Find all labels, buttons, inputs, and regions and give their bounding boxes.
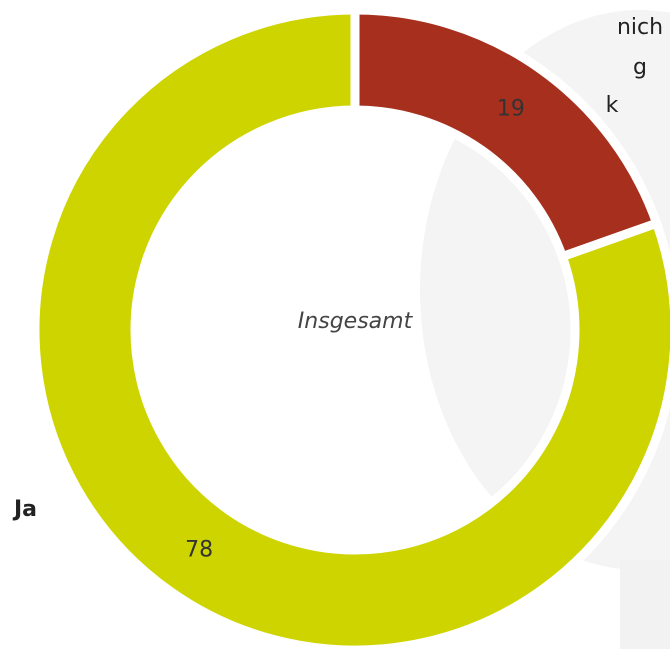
donut-segment: [350, 5, 663, 263]
category-label: nich: [617, 15, 663, 40]
background-shape: [620, 560, 670, 649]
donut-segment: [30, 5, 670, 649]
value-label: 19: [497, 97, 525, 122]
center-label: Insgesamt: [298, 309, 414, 334]
value-label: 78: [185, 537, 213, 562]
category-label: k: [606, 93, 619, 118]
category-label: Ja: [12, 497, 37, 522]
category-label: g: [633, 55, 647, 80]
donut: [30, 5, 670, 649]
